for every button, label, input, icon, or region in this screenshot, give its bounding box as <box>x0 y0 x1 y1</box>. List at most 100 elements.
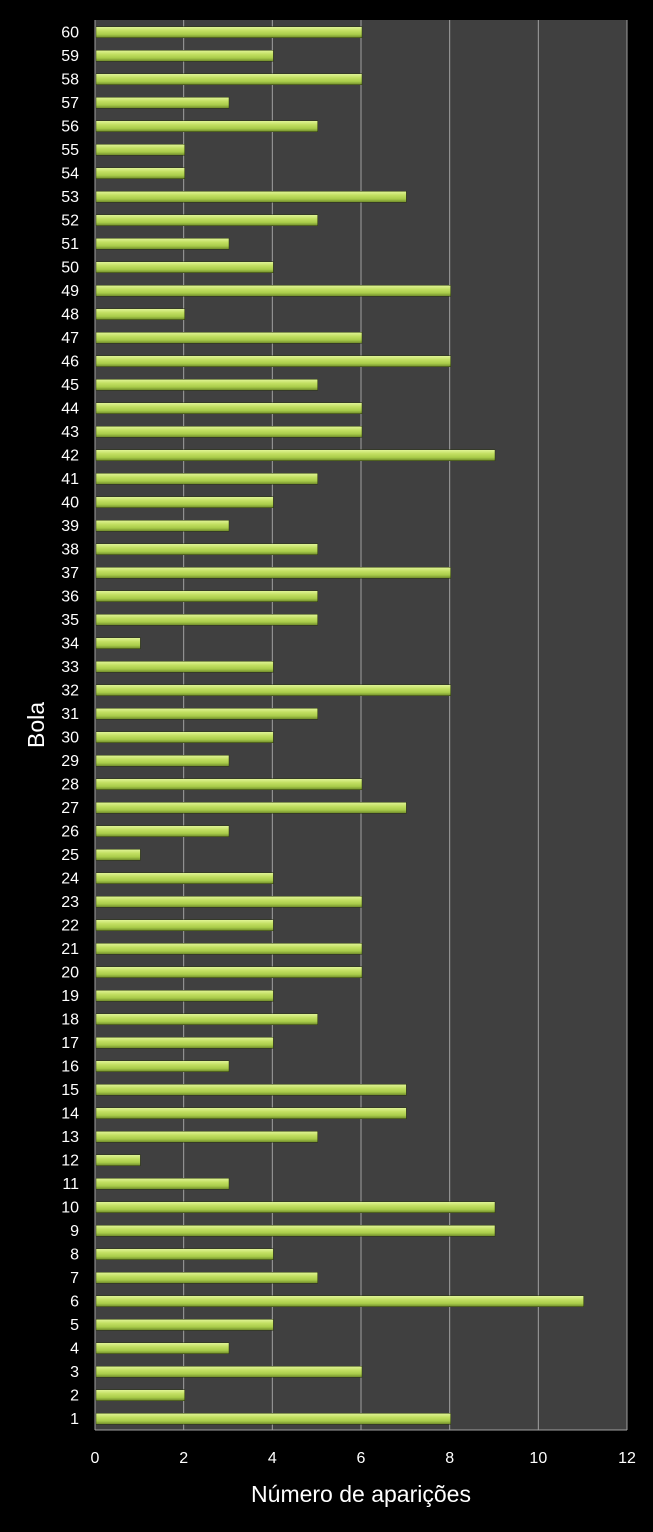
y-tick-label: 59 <box>61 48 79 65</box>
bar-52 <box>95 214 318 226</box>
y-tick-label: 53 <box>61 189 79 206</box>
bar-10 <box>95 1201 496 1213</box>
y-tick-label: 18 <box>61 1011 79 1028</box>
bar-33 <box>95 661 274 673</box>
y-tick-label: 39 <box>61 518 79 535</box>
bar-36 <box>95 590 318 602</box>
y-tick-label: 27 <box>61 800 79 817</box>
y-tick-label: 20 <box>61 964 79 981</box>
y-tick-label: 17 <box>61 1035 79 1052</box>
bar-57 <box>95 97 230 109</box>
bar-18 <box>95 1013 318 1025</box>
bar-51 <box>95 238 230 250</box>
x-axis-title: Número de aparições <box>251 1481 471 1507</box>
bar-48 <box>95 308 185 320</box>
bar-25 <box>95 849 141 861</box>
bar-39 <box>95 520 230 532</box>
y-tick-label: 3 <box>70 1364 79 1381</box>
y-tick-label: 52 <box>61 212 79 229</box>
y-tick-label: 55 <box>61 142 79 159</box>
y-tick-label: 26 <box>61 823 79 840</box>
bar-29 <box>95 755 230 767</box>
bar-2 <box>95 1389 185 1401</box>
y-tick-label: 34 <box>61 635 79 652</box>
y-tick-label: 57 <box>61 95 79 112</box>
y-tick-label: 51 <box>61 236 79 253</box>
y-tick-label: 50 <box>61 259 79 276</box>
x-tick-label: 0 <box>91 1450 100 1467</box>
bar-30 <box>95 731 274 743</box>
y-tick-label: 2 <box>70 1387 79 1404</box>
bar-58 <box>95 73 363 85</box>
bar-3 <box>95 1366 363 1378</box>
bar-43 <box>95 426 363 438</box>
bar-23 <box>95 896 363 908</box>
y-tick-label: 45 <box>61 377 79 394</box>
bar-13 <box>95 1131 318 1143</box>
y-tick-label: 56 <box>61 118 79 135</box>
y-tick-label: 13 <box>61 1129 79 1146</box>
y-tick-label: 58 <box>61 71 79 88</box>
bar-31 <box>95 708 318 720</box>
bar-1 <box>95 1413 451 1425</box>
x-tick-label: 6 <box>357 1450 366 1467</box>
bar-26 <box>95 825 230 837</box>
bar-37 <box>95 567 451 579</box>
y-tick-label: 37 <box>61 565 79 582</box>
y-tick-label: 1 <box>70 1411 79 1428</box>
bar-40 <box>95 496 274 508</box>
y-tick-label: 4 <box>70 1340 79 1357</box>
y-tick-label: 11 <box>62 1176 79 1193</box>
y-tick-label: 32 <box>61 682 79 699</box>
bar-16 <box>95 1060 230 1072</box>
bar-59 <box>95 50 274 62</box>
bar-41 <box>95 473 318 485</box>
bar-27 <box>95 802 407 814</box>
bar-6 <box>95 1295 584 1307</box>
bar-9 <box>95 1225 496 1237</box>
bar-46 <box>95 355 451 367</box>
y-tick-label: 47 <box>61 330 79 347</box>
bar-19 <box>95 990 274 1002</box>
bar-20 <box>95 966 363 978</box>
bar-47 <box>95 332 363 344</box>
y-tick-label: 10 <box>61 1199 79 1216</box>
bar-45 <box>95 379 318 391</box>
y-tick-label: 31 <box>61 706 79 723</box>
y-tick-label: 6 <box>70 1293 79 1310</box>
y-tick-label: 5 <box>70 1317 79 1334</box>
y-tick-label: 25 <box>61 847 79 864</box>
x-tick-label: 8 <box>445 1450 454 1467</box>
y-tick-label: 16 <box>61 1058 79 1075</box>
y-tick-label: 49 <box>61 283 79 300</box>
y-tick-label: 35 <box>61 612 79 629</box>
y-tick-label: 40 <box>61 494 79 511</box>
y-tick-label: 44 <box>61 400 79 417</box>
bar-34 <box>95 637 141 649</box>
y-tick-label: 43 <box>61 424 79 441</box>
y-tick-label: 15 <box>61 1082 79 1099</box>
bar-24 <box>95 872 274 884</box>
bar-49 <box>95 285 451 297</box>
bar-55 <box>95 144 185 156</box>
y-tick-label: 60 <box>61 24 79 41</box>
y-tick-label: 29 <box>61 753 79 770</box>
y-tick-label: 12 <box>61 1152 79 1169</box>
bar-7 <box>95 1272 318 1284</box>
bar-28 <box>95 778 363 790</box>
bar-38 <box>95 543 318 555</box>
y-tick-label: 21 <box>61 941 79 958</box>
bar-8 <box>95 1248 274 1260</box>
y-tick-label: 24 <box>61 870 79 887</box>
y-tick-label: 38 <box>61 541 79 558</box>
y-tick-label: 48 <box>61 306 79 323</box>
bar-14 <box>95 1107 407 1119</box>
bar-35 <box>95 614 318 626</box>
y-tick-label: 28 <box>61 776 79 793</box>
bar-4 <box>95 1342 230 1354</box>
bar-44 <box>95 402 363 414</box>
y-tick-label: 8 <box>70 1246 79 1263</box>
bar-32 <box>95 684 451 696</box>
bar-56 <box>95 120 318 132</box>
